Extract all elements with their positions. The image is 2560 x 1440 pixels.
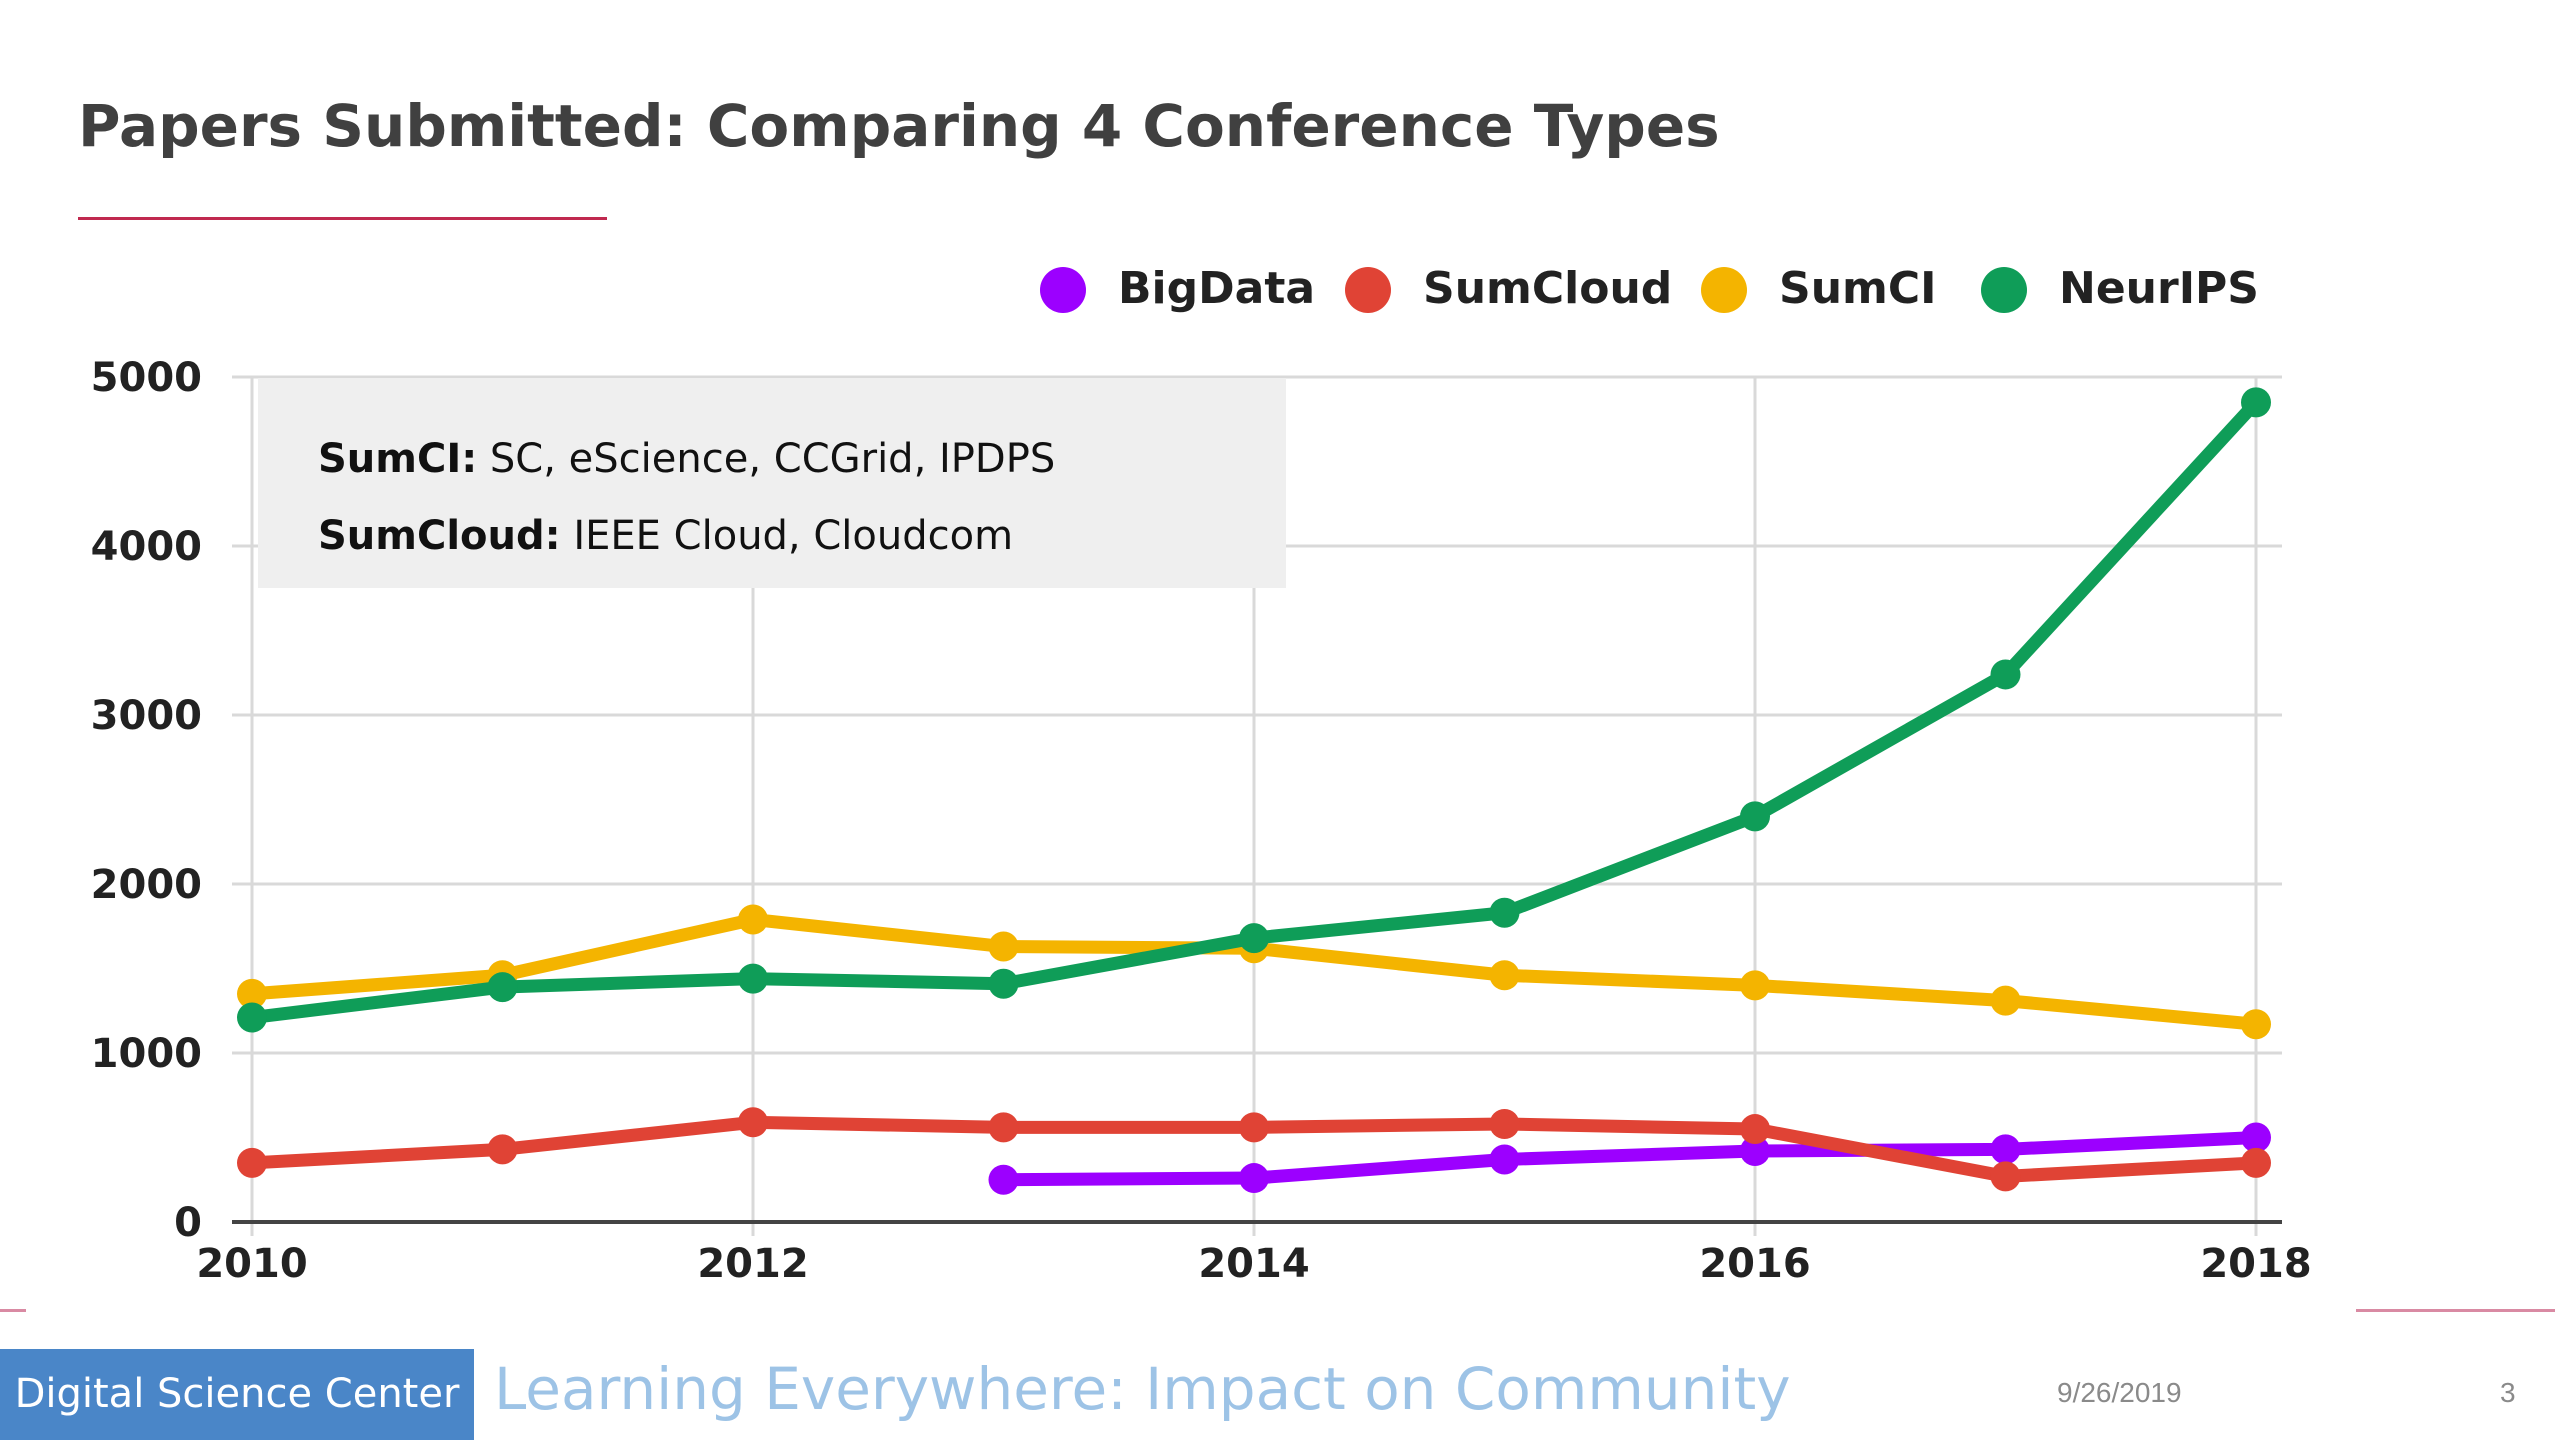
chart-series: [237, 387, 2271, 1195]
data-point: [738, 963, 768, 994]
series-neurips: [237, 387, 2271, 1033]
x-tick-label: 2010: [196, 1241, 307, 1287]
y-tick-label: 3000: [91, 693, 202, 739]
chart-axes: 0 1000 2000 3000 4000 5000 2010 2012 2014 2016 201…: [91, 355, 2312, 1287]
annotation-label: SumCloud:: [318, 513, 561, 559]
data-point: [1740, 1114, 1770, 1145]
legend-swatch: [1981, 267, 2027, 313]
data-point: [1990, 1161, 2021, 1192]
data-point: [1489, 960, 1520, 991]
x-tick-label: 2018: [2200, 1241, 2311, 1287]
x-tick-label: 2016: [1699, 1241, 1810, 1287]
data-point: [2241, 1009, 2271, 1040]
legend-label: BigData: [1118, 263, 1315, 314]
annotation-text: SC, eScience, CCGrid, IPDPS: [477, 436, 1055, 482]
data-point: [1489, 1144, 1520, 1175]
y-tick-label: 0: [174, 1200, 202, 1246]
y-tick-label: 4000: [91, 524, 202, 570]
data-point: [988, 1112, 1019, 1143]
page-number: 3: [2500, 1377, 2516, 1408]
data-point: [2241, 387, 2271, 418]
org-badge: Digital Science Center: [0, 1349, 474, 1440]
legend-label: NeurIPS: [2059, 263, 2259, 314]
data-point: [237, 1002, 267, 1033]
data-point: [738, 1107, 768, 1138]
data-point: [988, 968, 1019, 999]
legend-item: BigData: [1040, 263, 1315, 314]
data-point: [988, 1164, 1019, 1195]
data-point: [1990, 1134, 2021, 1165]
y-tick-label: 5000: [91, 355, 202, 401]
legend-item: SumCloud: [1345, 263, 1672, 314]
legend-item: SumCI: [1701, 263, 1937, 314]
footer-date: 9/26/2019: [2057, 1377, 2182, 1408]
annotation-box: SumCI: SC, eScience, CCGrid, IPDPS SumClo…: [258, 378, 1286, 588]
data-point: [1239, 923, 1269, 954]
data-point: [1990, 985, 2021, 1016]
data-point: [237, 1147, 267, 1178]
footer-subtitle: Learning Everywhere: Impact on Community: [494, 1355, 1791, 1423]
data-point: [1990, 659, 2021, 690]
legend-swatch: [1701, 267, 1747, 313]
annotation-background: [258, 378, 1286, 588]
data-point: [738, 904, 768, 935]
footer-rule-right: [2356, 1309, 2555, 1312]
legend-swatch: [1040, 267, 1086, 313]
footer-rule-left: [0, 1309, 26, 1312]
annotation-line: SumCloud: IEEE Cloud, Cloudcom: [318, 513, 1013, 559]
data-point: [1489, 897, 1520, 928]
y-tick-label: 1000: [91, 1031, 202, 1077]
legend-label: SumCI: [1779, 263, 1937, 314]
data-point: [988, 931, 1019, 962]
x-tick-label: 2012: [697, 1241, 808, 1287]
data-point: [1740, 1136, 1770, 1167]
series-sumcloud: [237, 1107, 2271, 1192]
legend-label: SumCloud: [1423, 263, 1672, 314]
title-underline: [78, 217, 607, 220]
data-point: [487, 972, 518, 1003]
annotation-text: IEEE Cloud, Cloudcom: [561, 513, 1013, 559]
chart-legend: BigData SumCloud SumCI NeurIPS: [1040, 263, 2259, 314]
line-chart: SumCI: SC, eScience, CCGrid, IPDPS SumClo…: [91, 263, 2312, 1287]
data-point: [1489, 1108, 1520, 1139]
data-point: [1239, 1163, 1269, 1194]
annotation-label: SumCI:: [318, 436, 477, 482]
data-point: [2241, 1147, 2271, 1178]
data-point: [1740, 970, 1770, 1001]
y-tick-label: 2000: [91, 862, 202, 908]
x-tick-label: 2014: [1198, 1241, 1309, 1287]
data-point: [1239, 1112, 1269, 1143]
data-point: [1740, 801, 1770, 832]
legend-item: NeurIPS: [1981, 263, 2259, 314]
data-point: [2241, 1122, 2271, 1153]
slide-title: Papers Submitted: Comparing 4 Conference…: [78, 92, 1720, 160]
series-bigdata: [988, 1122, 2271, 1195]
annotation-line: SumCI: SC, eScience, CCGrid, IPDPS: [318, 436, 1055, 482]
series-line: [997, 1131, 2263, 1187]
legend-swatch: [1345, 267, 1391, 313]
data-point: [237, 978, 267, 1009]
data-point: [487, 1134, 518, 1165]
